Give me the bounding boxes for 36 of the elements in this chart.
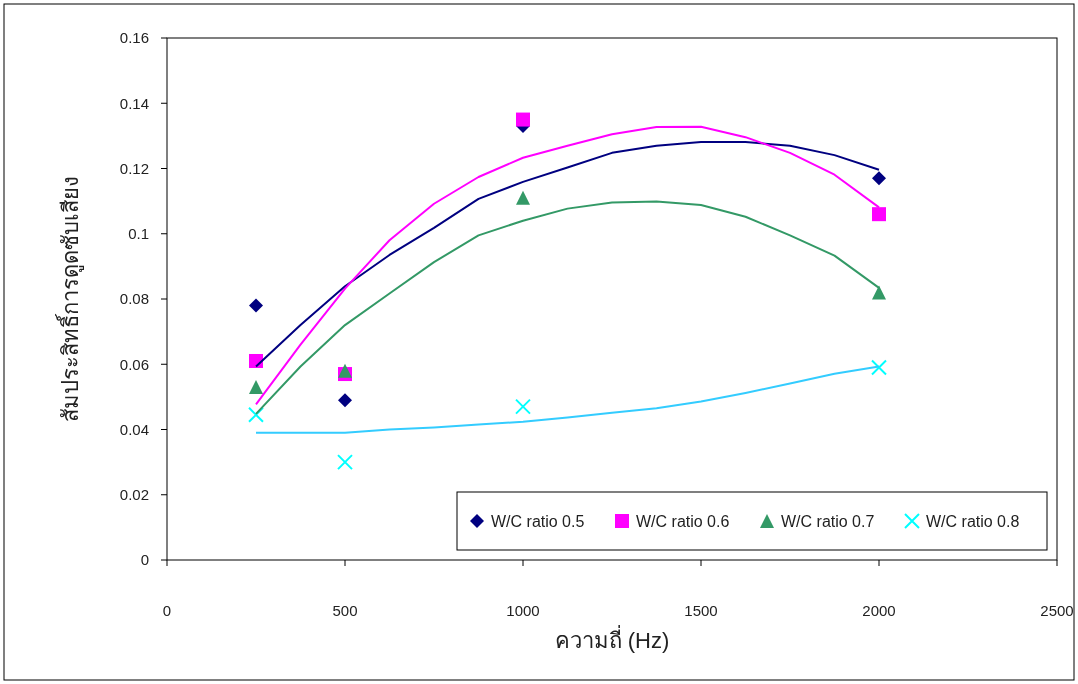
point bbox=[248, 406, 264, 423]
legend-label: W/C ratio 0.6 bbox=[636, 512, 730, 530]
y-tick-label: 0.04 bbox=[119, 420, 149, 438]
y-tick-label: 0.12 bbox=[119, 159, 149, 177]
point bbox=[249, 298, 263, 313]
y-tick-label: 0.06 bbox=[119, 355, 149, 373]
legend-label: W/C ratio 0.8 bbox=[926, 512, 1020, 530]
point bbox=[338, 393, 352, 408]
point bbox=[249, 380, 263, 395]
point bbox=[337, 454, 353, 471]
y-tick-label: 0.16 bbox=[119, 29, 149, 47]
point bbox=[872, 171, 886, 186]
y-tick-label: 0.1 bbox=[128, 225, 149, 242]
legend-label: W/C ratio 0.5 bbox=[491, 512, 585, 530]
point bbox=[871, 359, 887, 376]
point bbox=[872, 285, 886, 300]
point bbox=[516, 190, 530, 205]
y-tick-label: 0.14 bbox=[119, 94, 149, 112]
y-tick-label: 0.02 bbox=[119, 486, 149, 503]
line-series bbox=[255, 365, 880, 434]
x-tick-label: 1000 bbox=[506, 602, 540, 619]
point bbox=[872, 207, 886, 222]
x-tick-label: 0 bbox=[162, 602, 172, 619]
y-tick-label: 0.08 bbox=[119, 290, 149, 308]
point bbox=[516, 112, 530, 127]
point bbox=[338, 363, 352, 378]
x-tick-label: 2500 bbox=[1040, 602, 1074, 619]
y-tick-label: 0 bbox=[140, 551, 149, 569]
x-axis-title: ความถี่ (Hz) bbox=[554, 625, 670, 653]
point bbox=[249, 353, 263, 368]
x-tick-label: 1500 bbox=[684, 602, 718, 619]
y-axis-title: สัมประสิทธิ์การดูดซับเสียง bbox=[55, 176, 84, 422]
point bbox=[515, 398, 531, 415]
legend-label: W/C ratio 0.7 bbox=[781, 512, 875, 530]
x-tick-label: 2000 bbox=[862, 602, 896, 619]
x-tick-label: 500 bbox=[332, 602, 358, 619]
